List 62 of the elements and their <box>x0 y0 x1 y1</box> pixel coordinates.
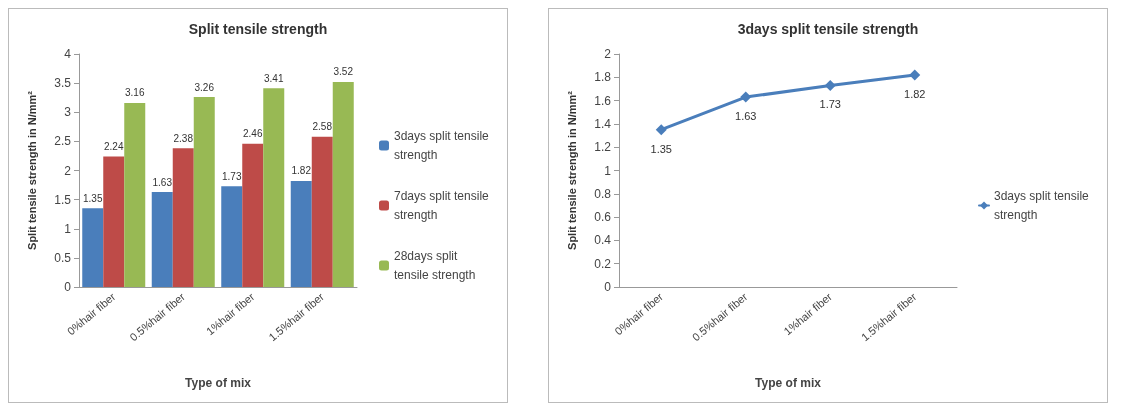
data-label: 1.63 <box>152 176 173 188</box>
legend-label: 7days split tensile strength <box>394 189 493 222</box>
y-tick-label: 1.6 <box>594 93 612 108</box>
y-tick-label: 4 <box>64 47 72 61</box>
y-tick-label: 1 <box>64 221 72 236</box>
bar <box>242 143 264 287</box>
bar <box>172 148 194 287</box>
bar <box>263 88 285 287</box>
data-label: 1.63 <box>735 110 757 123</box>
data-label: 1.82 <box>291 165 312 177</box>
data-label: 2.38 <box>173 132 194 144</box>
chart-title: Split tensile strength <box>188 21 328 37</box>
y-tick-label: 0 <box>604 280 612 294</box>
point <box>909 69 921 81</box>
data-label: 1.73 <box>222 170 242 182</box>
point <box>655 124 667 136</box>
y-tick-label: 0.4 <box>594 233 612 248</box>
y-tick-label: 1.4 <box>594 116 612 131</box>
data-label: 2.58 <box>312 121 333 133</box>
y-axis-title: Split tensile strength in N/mm² <box>25 90 38 250</box>
bar <box>290 180 312 287</box>
data-label: 1.35 <box>650 142 672 155</box>
data-label: 3.16 <box>125 87 145 99</box>
data-label: 2.24 <box>104 141 124 153</box>
data-label: 1.73 <box>819 98 841 111</box>
x-axis-title: Type of mix <box>185 376 252 390</box>
x-axis-title: Type of mix <box>755 376 822 390</box>
y-tick-label: 2 <box>64 163 72 178</box>
legend-label: 3days split tensile strength <box>994 189 1093 222</box>
bar <box>82 208 104 287</box>
y-tick-label: 0.2 <box>594 256 612 271</box>
y-tick-label: 1 <box>604 163 612 178</box>
y-tick-label: 0.8 <box>594 186 612 201</box>
bar <box>193 97 215 287</box>
data-label: 2.46 <box>243 128 263 140</box>
data-label: 1.35 <box>83 192 103 204</box>
bar <box>151 192 173 287</box>
legend-label: 3days split tensile strength <box>394 129 493 162</box>
y-tick-label: 1.8 <box>594 70 612 85</box>
point <box>824 79 836 91</box>
bar <box>103 156 125 287</box>
y-tick-label: 0.5 <box>54 250 72 265</box>
bar <box>332 81 354 287</box>
y-tick-label: 0.6 <box>594 210 612 225</box>
legend-label: 28days split tensile strength <box>394 249 476 282</box>
chart-title: 3days split tensile strength <box>737 21 919 37</box>
y-tick-label: 1.5 <box>54 192 72 207</box>
data-label: 3.26 <box>194 81 215 93</box>
data-label: 3.41 <box>264 72 284 84</box>
y-tick-label: 3 <box>64 105 72 120</box>
bar <box>311 136 333 287</box>
bar <box>124 102 146 287</box>
y-tick-label: 1.2 <box>594 140 612 155</box>
bar <box>221 186 243 287</box>
y-tick-label: 0 <box>64 280 72 294</box>
y-axis-title: Split tensile strength in N/mm² <box>565 90 578 250</box>
y-tick-label: 3.5 <box>54 76 72 91</box>
point <box>740 91 752 103</box>
y-tick-label: 2 <box>604 47 612 61</box>
y-tick-label: 2.5 <box>54 134 72 149</box>
data-label: 3.52 <box>333 66 354 78</box>
data-label: 1.82 <box>904 87 926 100</box>
